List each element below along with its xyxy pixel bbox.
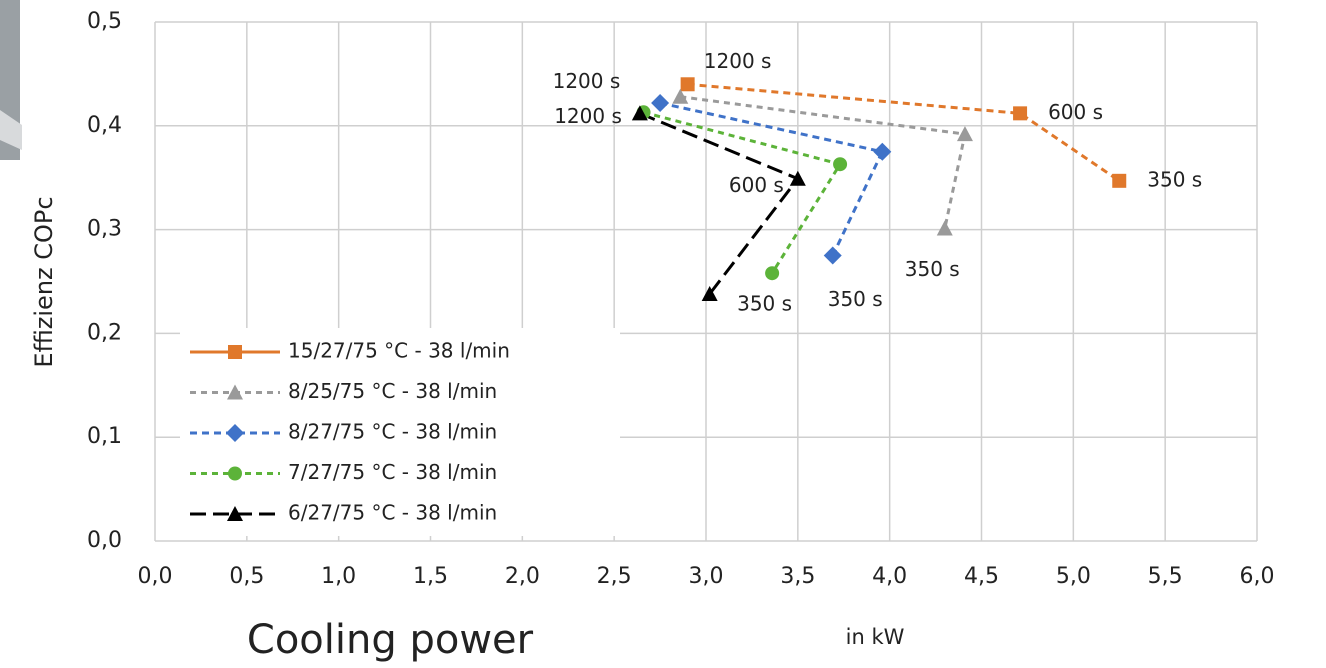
point-label: 350 s xyxy=(737,292,792,316)
background-fragment xyxy=(0,110,22,150)
data-point xyxy=(680,77,695,92)
x-tick-label: 5,5 xyxy=(1148,564,1183,589)
y-tick-label: 0,3 xyxy=(87,217,122,242)
x-tick-label: 0,5 xyxy=(229,564,264,589)
data-point xyxy=(631,105,648,121)
data-point xyxy=(1013,106,1028,121)
point-label: 350 s xyxy=(905,257,960,281)
data-point xyxy=(651,93,670,112)
data-point xyxy=(823,246,842,265)
legend-marker xyxy=(226,424,244,442)
point-label: 1200 s xyxy=(704,49,772,73)
y-tick-label: 0,4 xyxy=(87,113,122,138)
series-line xyxy=(659,101,885,257)
point-label: 600 s xyxy=(1048,100,1103,124)
y-tick-label: 0,0 xyxy=(87,528,122,553)
data-point xyxy=(873,142,892,161)
legend-marker xyxy=(227,384,243,400)
legend-label: 8/25/75 °C - 38 l/min xyxy=(288,379,497,403)
legend-marker xyxy=(227,506,243,521)
legend-label: 7/27/75 °C - 38 l/min xyxy=(288,460,497,484)
x-tick-label: 6,0 xyxy=(1240,564,1275,589)
y-axis-label: Effizienz COPc xyxy=(30,196,58,367)
data-point xyxy=(765,266,780,281)
legend-marker xyxy=(228,466,242,481)
x-tick-label: 4,0 xyxy=(872,564,907,589)
y-tick-label: 0,2 xyxy=(87,320,122,345)
legend-label: 6/27/75 °C - 38 l/min xyxy=(288,501,497,525)
point-label: 350 s xyxy=(1147,167,1202,191)
x-tick-label: 0,0 xyxy=(138,564,173,589)
data-point xyxy=(936,220,953,236)
x-tick-label: 3,0 xyxy=(689,564,724,589)
data-point xyxy=(956,126,973,142)
data-point xyxy=(833,157,848,172)
point-label: 600 s xyxy=(729,173,784,197)
point-label: 1200 s xyxy=(554,104,622,128)
x-axis-unit: in kW xyxy=(846,625,905,649)
series-line xyxy=(687,82,1121,183)
x-tick-label: 3,5 xyxy=(780,564,815,589)
data-point xyxy=(701,285,718,301)
legend-label: 15/27/75 °C - 38 l/min xyxy=(288,339,510,363)
x-axis-label: Cooling power xyxy=(247,617,534,663)
x-tick-label: 1,0 xyxy=(321,564,356,589)
y-tick-label: 0,1 xyxy=(87,424,122,449)
point-label: 350 s xyxy=(828,287,883,311)
data-point xyxy=(672,88,689,104)
x-tick-label: 2,0 xyxy=(505,564,540,589)
data-point xyxy=(1112,173,1127,188)
legend-label: 8/27/75 °C - 38 l/min xyxy=(288,420,497,444)
legend: 15/27/75 °C - 38 l/min 8/25/75 °C - 38 l/… xyxy=(180,328,620,536)
y-tick-label: 0,5 xyxy=(87,9,122,34)
x-tick-label: 2,5 xyxy=(597,564,632,589)
data-point xyxy=(789,170,806,186)
x-tick-label: 5,0 xyxy=(1056,564,1091,589)
x-tick-label: 1,5 xyxy=(413,564,448,589)
legend-marker xyxy=(228,345,242,359)
x-tick-label: 4,5 xyxy=(964,564,999,589)
point-label: 1200 s xyxy=(553,69,621,93)
